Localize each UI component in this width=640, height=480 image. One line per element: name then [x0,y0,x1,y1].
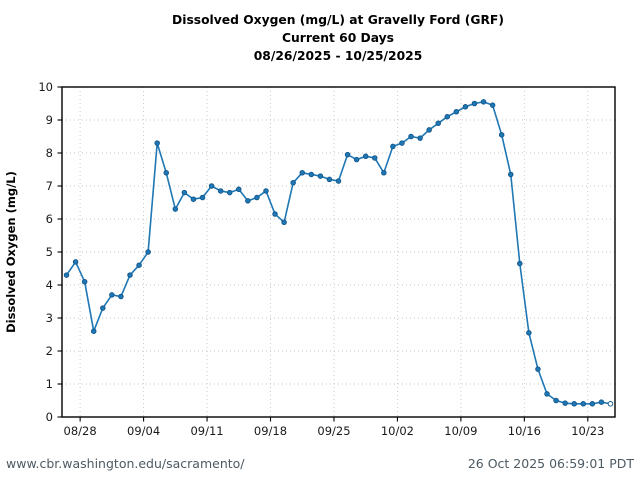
data-point-marker [190,196,197,202]
data-point-marker [154,140,160,146]
data-point-marker [589,401,596,407]
data-point-marker [535,366,541,372]
data-point-marker [598,399,605,405]
data-point-marker [217,188,224,194]
data-point-marker [81,278,88,285]
data-point-marker [317,173,324,179]
data-point-marker [480,99,487,105]
data-point-marker [399,140,405,146]
data-point-marker [435,120,441,127]
chart-subtitle: Current 60 Days [282,31,394,45]
data-point-marker [254,194,260,201]
data-point-marker [245,198,251,204]
data-point-marker [109,292,115,298]
data-point-marker [508,171,514,178]
x-tick-label: 09/11 [190,424,223,438]
data-point-marker [562,400,568,406]
y-tick-label: 7 [46,179,53,193]
data-point-marker [335,178,342,184]
data-point-marker [136,262,142,268]
x-tick-label: 10/16 [508,424,541,438]
data-point-marker-open [607,401,614,407]
data-point-marker [118,293,124,300]
data-point-marker [417,135,423,141]
data-point-marker [381,170,387,176]
plot-area: 0 1 2 3 4 5 6 7 8 9 10 08/28 09/04 09/11 09/18 09/25 10/… [38,80,616,438]
data-point-marker [344,151,351,158]
data-point-marker [299,170,305,176]
chart-date-range: 08/26/2025 - 10/25/2025 [254,49,423,63]
data-point-marker [272,211,278,217]
data-point-marker [544,391,550,397]
data-point-marker [571,401,577,407]
x-tick-label: 10/09 [444,424,477,438]
data-point-marker [498,132,505,138]
data-point-marker [127,272,133,278]
data-point-marker [390,143,396,150]
data-point-marker [226,189,233,196]
y-tick-label: 1 [46,377,53,391]
y-tick-label: 3 [46,311,53,325]
page-title: Dissolved Oxygen (mg/L) at Gravelly Ford… [172,13,504,27]
data-point-marker [208,183,215,189]
x-tick-label: 09/18 [254,424,287,438]
x-tick-label: 09/04 [127,424,160,438]
y-tick-label: 4 [46,278,53,292]
y-tick-label: 0 [46,410,53,424]
x-tick-label: 10/02 [381,424,414,438]
y-axis-label: Dissolved Oxygen (mg/L) [4,171,18,333]
data-point-marker [63,272,70,278]
data-point-marker [408,133,414,140]
data-point-marker [462,104,469,110]
data-point-marker [471,100,478,107]
data-point-marker [517,260,523,267]
data-point-marker [100,305,106,311]
data-point-marker [145,249,151,255]
footer-timestamp: 26 Oct 2025 06:59:01 PDT [467,456,634,471]
data-point-marker [172,206,179,212]
data-point-marker [353,156,360,163]
data-point-marker [290,179,296,186]
y-tick-label: 6 [46,212,53,226]
y-tick-label: 8 [46,146,53,160]
footer-url: www.cbr.washington.edu/sacramento/ [6,456,245,471]
data-point-marker [526,330,532,336]
data-point-marker [72,259,79,265]
data-point-marker [444,113,451,120]
x-tick-label: 08/28 [64,424,97,438]
data-point-marker [553,397,559,404]
x-tick-label: 10/23 [571,424,604,438]
data-point-marker [181,189,188,196]
y-tick-label: 10 [38,80,53,94]
y-tick-label: 2 [46,344,53,358]
data-point-marker [372,155,378,161]
data-point-marker [308,171,315,178]
data-point-marker [163,170,169,176]
data-point-marker [263,188,269,194]
y-tick-label: 5 [46,245,53,259]
data-point-marker [199,194,206,201]
data-point-marker [580,401,587,407]
data-point-marker [90,328,97,334]
data-point-marker [236,186,242,193]
data-point-marker [281,219,287,226]
data-point-marker [426,127,432,133]
data-point-marker [489,102,496,108]
y-tick-label: 9 [46,113,53,127]
data-point-marker [453,108,460,115]
data-point-marker [362,153,369,160]
data-point-marker [326,176,333,183]
x-tick-label: 09/25 [317,424,350,438]
